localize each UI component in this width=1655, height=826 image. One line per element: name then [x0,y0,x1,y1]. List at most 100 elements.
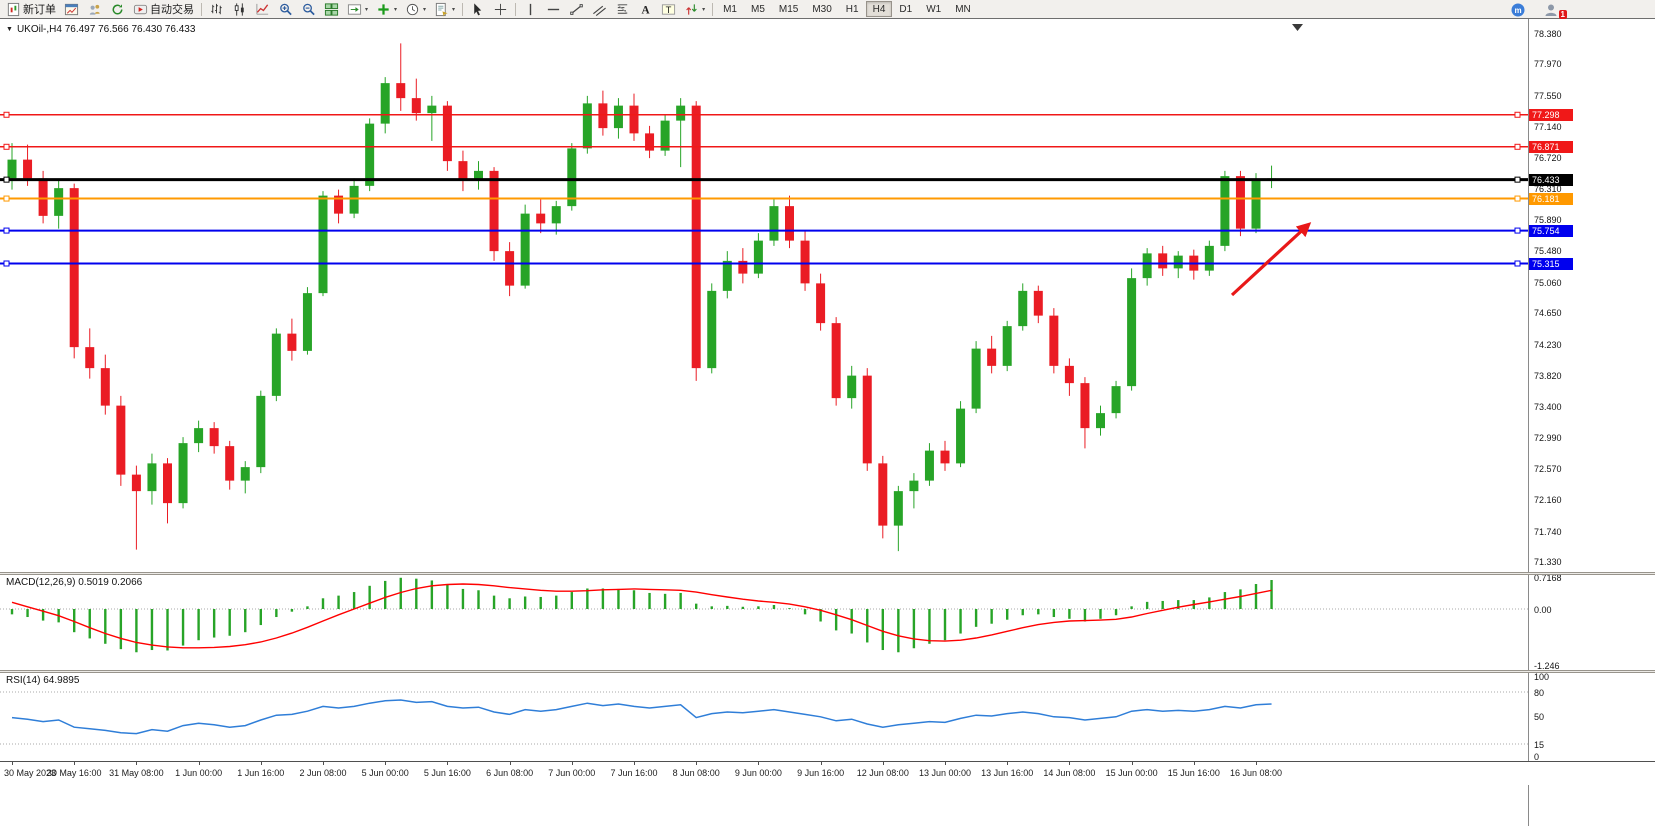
templates-button[interactable]: ▾ [430,1,459,18]
profiles-button[interactable] [83,1,106,18]
time-label: 30 May 2023 [3,768,57,778]
candle [691,101,701,381]
time-axis[interactable]: 30 May 2023 30 May 16:00 31 May 08:00 1 Jun… [0,761,1655,785]
chart-window-icon [64,2,79,17]
indicators-button[interactable]: ▾ [372,1,401,18]
candle [505,242,515,297]
candle [209,422,219,454]
line-handle[interactable] [1514,143,1521,150]
panel-splitter[interactable] [0,572,1655,575]
line-handle[interactable] [3,143,10,150]
timeframe-button-w1[interactable]: W1 [926,4,942,15]
candle [178,437,188,509]
candlestick-chart-button[interactable] [228,1,251,18]
axis-label: 76.720 [1534,153,1562,164]
current-price-line[interactable] [0,176,1528,183]
line-handle[interactable] [1514,111,1521,118]
support-line-2[interactable] [0,260,1528,267]
line-handle[interactable] [3,195,10,202]
candle [1189,249,1199,280]
vertical-line-button[interactable] [519,1,542,18]
timeframe-button-d1[interactable]: D1 [899,4,913,15]
candle [613,98,623,139]
line-handle[interactable] [1514,227,1521,234]
dropdown-caret-icon[interactable]: ▾ [394,6,398,13]
timeframe-button-h1[interactable]: H1 [845,4,859,15]
tile-windows-button[interactable] [320,1,343,18]
line-handle[interactable] [1514,260,1521,267]
candlestick-series [7,43,1277,552]
user-profile-button[interactable]: 1 [1539,1,1567,19]
price-tag: 75.315 [1529,257,1573,270]
line-chart-button[interactable] [251,1,274,18]
trend-arrow[interactable] [1230,222,1312,297]
candle [956,401,966,468]
line-handle[interactable] [1514,176,1521,183]
autotrade-button[interactable]: 自动交易 [129,1,198,18]
arrows-button[interactable]: ▾ [680,1,709,18]
line-handle[interactable] [3,227,10,234]
dropdown-caret-icon[interactable]: ▾ [702,6,706,13]
candle [1235,170,1245,237]
text-label-button[interactable]: T [657,1,680,18]
one-click-trading-icon[interactable]: ▼ [6,26,13,33]
dropdown-caret-icon[interactable]: ▾ [423,6,427,13]
line-handle[interactable] [1514,195,1521,202]
time-label: 31 May 08:00 [109,768,164,778]
cursor-button[interactable] [466,1,489,18]
svg-text:A: A [642,4,651,16]
dropdown-caret-icon[interactable]: ▾ [452,6,456,13]
timeframe-button-m5[interactable]: M5 [750,4,765,15]
new-order-button[interactable]: 新订单 [2,1,60,18]
resistance-line-1[interactable] [0,111,1528,118]
candle [1002,320,1012,372]
equidistant-channel-button[interactable] [588,1,611,18]
price-chart[interactable] [0,19,1528,572]
text-label-icon: T [661,2,676,17]
trendline-button[interactable] [565,1,588,18]
periods-button[interactable]: ▾ [401,1,430,18]
timeframe-button-mn[interactable]: MN [955,4,971,15]
text-button[interactable]: A [634,1,657,18]
axis-label: 80 [1534,688,1545,698]
line-chart-icon [255,2,270,17]
periods-icon [405,2,420,17]
panel-splitter[interactable] [0,670,1655,673]
fibonacci-button[interactable] [611,1,634,18]
time-tick [696,762,698,765]
resistance-line-2[interactable] [0,143,1528,150]
price-scale[interactable]: 78.380 77.970 77.550 77.140 76.720 76.310 75.8… [1528,19,1655,826]
line-handle[interactable] [3,176,10,183]
pivot-line[interactable] [0,195,1528,202]
candle [225,440,235,490]
timeframe-button-m1[interactable]: M1 [723,4,737,15]
crosshair-button[interactable] [489,1,512,18]
candle [302,287,312,355]
axis-label: -1.246 [1534,660,1560,671]
chart-window-button[interactable] [60,1,83,18]
timeframe-button-m30[interactable]: M30 [812,4,832,15]
candle [769,198,779,246]
templates-icon [434,2,449,17]
arrows-icon [684,2,699,17]
auto-scroll-button[interactable]: ▾ [343,1,372,18]
bar-chart-button[interactable] [205,1,228,18]
timeframe-button-h4[interactable]: H4 [865,1,893,17]
price-tag: 76.871 [1529,140,1573,153]
line-handle[interactable] [3,260,10,267]
line-handle[interactable] [3,111,10,118]
refresh-button[interactable] [106,1,129,18]
cursor-icon [470,2,485,17]
horizontal-line-button[interactable] [542,1,565,18]
zoom-in-button[interactable] [274,1,297,18]
dropdown-caret-icon[interactable]: ▾ [365,6,369,13]
support-line-1[interactable] [0,227,1528,234]
candle [1142,248,1152,286]
rsi-panel[interactable] [0,673,1528,761]
time-tick [260,762,262,765]
mql5-community-button[interactable]: m [1506,1,1530,18]
zoom-out-button[interactable] [297,1,320,18]
timeframe-button-m15[interactable]: M15 [778,4,799,15]
macd-panel[interactable] [0,575,1528,670]
chart-shift-marker[interactable] [1292,24,1303,31]
